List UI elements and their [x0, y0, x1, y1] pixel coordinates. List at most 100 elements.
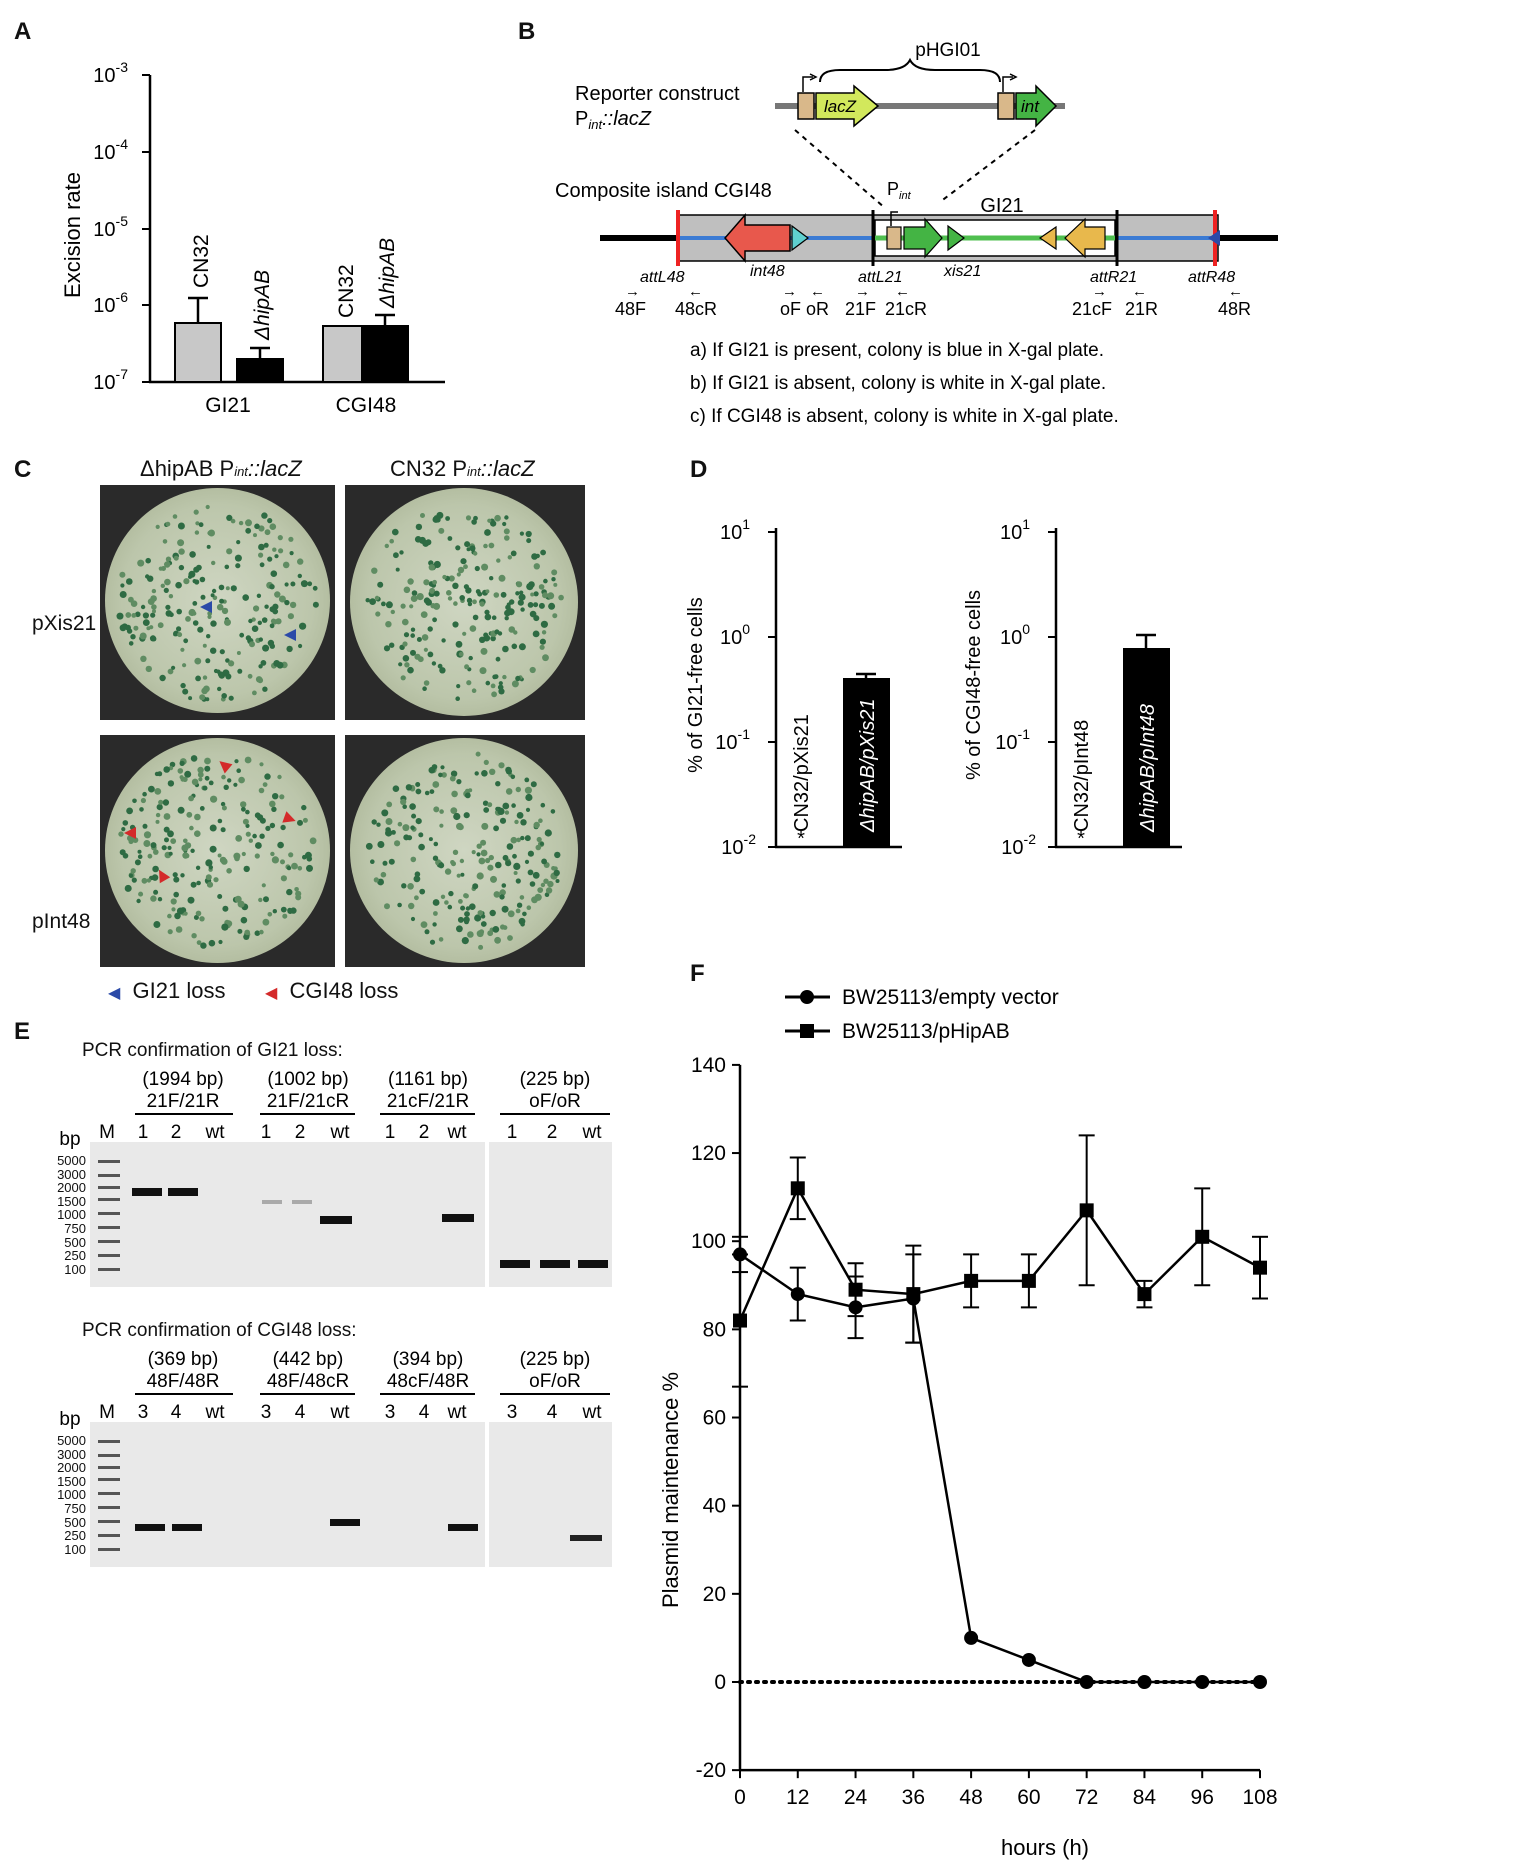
- colony: [145, 665, 152, 673]
- svg-text:(394 bp): (394 bp): [393, 1349, 464, 1370]
- colony: [504, 616, 509, 621]
- colony: [167, 830, 174, 838]
- panel-a-ylabel: Excision rate: [60, 172, 85, 298]
- colony: [405, 784, 413, 791]
- colony: [551, 569, 558, 576]
- svg-text:(442 bp): (442 bp): [273, 1349, 344, 1370]
- colony: [206, 634, 211, 639]
- panel-letter-f: F: [690, 960, 705, 987]
- colony: [375, 611, 381, 617]
- colony: [465, 515, 472, 521]
- svg-text:wt: wt: [582, 1402, 603, 1423]
- colony: [439, 823, 444, 828]
- colony: [219, 649, 225, 655]
- svg-text:1: 1: [507, 1122, 518, 1143]
- colony: [520, 819, 527, 826]
- colony: [481, 563, 489, 571]
- primer-label: 21cF: [1072, 299, 1112, 319]
- colony: [210, 593, 215, 598]
- colony: [271, 856, 279, 864]
- colony: [217, 818, 223, 824]
- colony: [505, 768, 512, 775]
- colony: [440, 894, 446, 899]
- colony: [551, 577, 556, 582]
- colony: [489, 576, 494, 581]
- colony: [407, 666, 414, 674]
- colony: [408, 902, 415, 910]
- colonies: [365, 751, 561, 950]
- colony: [516, 902, 523, 908]
- colony: [415, 788, 422, 795]
- colony: [475, 751, 481, 757]
- colony: [245, 527, 252, 534]
- colony: [478, 857, 486, 865]
- colony: [190, 755, 198, 762]
- colony: [134, 859, 141, 866]
- colony: [440, 765, 445, 770]
- svg-text:10-2: 10-2: [1001, 831, 1036, 859]
- svg-text:oF/oR: oF/oR: [529, 1371, 581, 1392]
- svg-text:M: M: [99, 1122, 115, 1143]
- colony: [386, 801, 393, 808]
- colony: [193, 915, 199, 920]
- col-header-hipab: ΔhipAB Pint::lacZ: [140, 456, 302, 481]
- colony: [289, 601, 297, 609]
- colony: [483, 807, 490, 813]
- colony: [221, 923, 229, 931]
- colony: [284, 599, 290, 606]
- colony: [119, 591, 127, 598]
- colony: [182, 852, 189, 859]
- plate-hipab-pxis: [100, 485, 335, 720]
- colony: [410, 649, 416, 656]
- colony: [280, 859, 285, 865]
- colony: [415, 523, 423, 531]
- chart-legend: BW25113/empty vector BW25113/pHipAB: [785, 986, 1059, 1043]
- colony: [161, 566, 166, 571]
- colony: [510, 836, 518, 844]
- colony: [175, 926, 183, 933]
- colony: [494, 514, 501, 522]
- data-point: [790, 1287, 805, 1302]
- colony: [515, 675, 521, 682]
- colony: [519, 895, 525, 900]
- colony: [516, 812, 524, 819]
- svg-text:→: →: [782, 283, 797, 300]
- colony: [244, 756, 252, 764]
- colony: [550, 809, 556, 814]
- colony: [555, 879, 560, 883]
- colony: [169, 761, 176, 768]
- colony: [540, 802, 546, 808]
- colony: [163, 826, 170, 833]
- colony: [455, 545, 461, 551]
- colony: [411, 813, 417, 819]
- colony: [145, 557, 151, 564]
- colony: [383, 645, 391, 652]
- colony: [507, 608, 515, 616]
- colony: [503, 528, 510, 535]
- svg-text:48F/48R: 48F/48R: [147, 1371, 220, 1392]
- colony: [172, 514, 178, 519]
- colony: [513, 871, 518, 875]
- colony: [143, 840, 151, 847]
- colony: [183, 911, 188, 916]
- colony: [389, 538, 394, 544]
- colony: [417, 656, 424, 663]
- colony: [258, 525, 265, 532]
- colony: [442, 574, 447, 580]
- svg-text:1: 1: [385, 1122, 396, 1143]
- colony: [498, 762, 505, 769]
- colony: [132, 798, 137, 804]
- svg-text:101: 101: [720, 516, 750, 544]
- colony: [541, 858, 547, 865]
- colony: [407, 883, 414, 890]
- colony: [429, 939, 436, 945]
- colony: [469, 625, 477, 632]
- colony: [433, 560, 441, 569]
- colony: [173, 632, 178, 637]
- colony: [188, 570, 196, 578]
- colony: [258, 552, 264, 558]
- colony: [489, 909, 496, 917]
- colony: [423, 680, 430, 686]
- colony: [184, 770, 192, 778]
- colony: [537, 887, 544, 893]
